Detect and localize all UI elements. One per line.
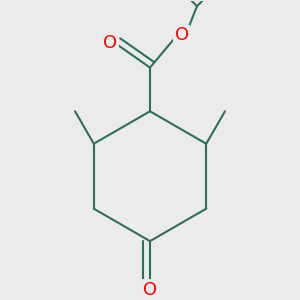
Text: O: O xyxy=(143,281,157,299)
Text: O: O xyxy=(175,26,189,44)
Text: O: O xyxy=(103,34,117,52)
